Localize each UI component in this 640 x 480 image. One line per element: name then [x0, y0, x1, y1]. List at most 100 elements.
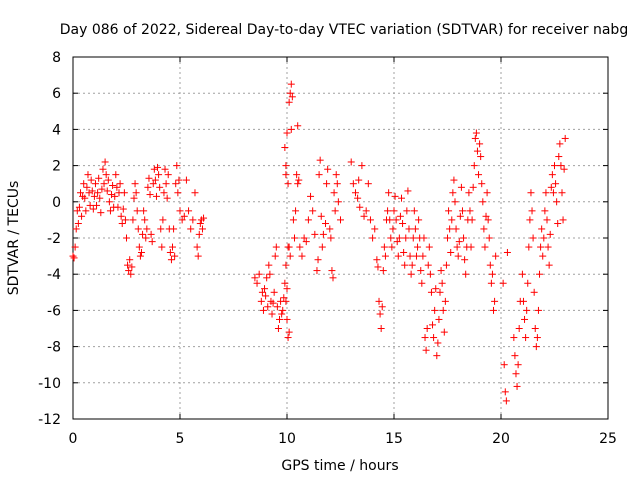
data-point [334, 198, 342, 206]
data-point [283, 129, 291, 137]
data-point [454, 252, 462, 260]
data-point [288, 93, 296, 101]
data-point [271, 252, 279, 260]
data-point [274, 325, 282, 332]
data-point [126, 256, 134, 264]
data-point [160, 189, 168, 197]
data-point [120, 189, 128, 197]
data-point [287, 80, 295, 88]
data-point [390, 207, 398, 215]
data-point [329, 274, 337, 282]
data-point [268, 310, 276, 318]
data-point [542, 189, 550, 197]
data-point [193, 243, 201, 251]
data-point [101, 158, 109, 166]
data-point [477, 153, 485, 161]
data-point [436, 288, 444, 296]
data-point [151, 176, 159, 184]
data-point [541, 207, 549, 215]
data-point [457, 183, 465, 191]
data-point [354, 194, 362, 202]
data-point [106, 207, 114, 215]
data-point [176, 207, 184, 215]
data-point [73, 207, 81, 215]
grid-lines [73, 57, 608, 419]
data-point [480, 225, 488, 233]
data-point [547, 183, 555, 191]
data-point [152, 192, 160, 200]
data-point [269, 299, 277, 307]
data-point [72, 225, 80, 233]
data-point [85, 189, 93, 197]
data-point [307, 192, 315, 200]
data-point [99, 165, 107, 173]
data-point [139, 230, 147, 238]
data-point [89, 205, 97, 213]
data-point [322, 220, 330, 228]
data-point [198, 225, 206, 233]
data-point [86, 201, 94, 209]
data-point [330, 189, 338, 197]
data-point [481, 243, 489, 251]
data-point [316, 156, 324, 164]
data-point [486, 261, 494, 269]
data-point [513, 382, 521, 390]
data-point [182, 176, 190, 184]
data-point [326, 225, 334, 233]
data-point [532, 343, 540, 351]
data-point [406, 252, 414, 260]
data-point [358, 162, 366, 170]
data-point [501, 388, 509, 396]
data-point [492, 252, 500, 260]
data-point [425, 243, 433, 251]
data-point [442, 261, 450, 269]
data-point [259, 306, 267, 314]
data-point [551, 162, 558, 170]
data-point [472, 129, 480, 137]
data-point [123, 234, 130, 242]
data-point [318, 243, 326, 251]
data-point [69, 252, 77, 260]
data-point [469, 183, 477, 191]
data-point [114, 203, 122, 211]
data-point [82, 207, 90, 215]
data-point [304, 216, 312, 224]
data-point [117, 212, 125, 220]
data-point [555, 153, 563, 161]
data-point [136, 252, 144, 260]
data-point [514, 361, 522, 369]
data-point [478, 180, 486, 188]
data-point [157, 225, 165, 233]
data-point [462, 270, 470, 278]
data-point [265, 261, 273, 269]
data-point [171, 252, 179, 260]
data-point [109, 182, 117, 190]
data-point [121, 216, 129, 224]
data-point [263, 274, 271, 282]
y-tick-label: -8 [47, 340, 61, 356]
data-point [163, 194, 171, 202]
data-point [172, 180, 180, 188]
data-point [159, 216, 167, 224]
data-point [396, 212, 404, 220]
data-point [144, 183, 152, 191]
data-point [452, 225, 460, 233]
data-point [87, 176, 95, 184]
data-point [393, 238, 401, 246]
data-point [279, 306, 287, 314]
data-point [356, 203, 364, 211]
data-point [392, 216, 400, 224]
data-point [419, 252, 427, 260]
data-point [548, 171, 556, 179]
data-point [150, 165, 158, 173]
data-point [116, 180, 124, 188]
data-point [266, 270, 274, 278]
data-point [282, 261, 290, 269]
data-point [145, 174, 153, 182]
data-point [83, 183, 91, 191]
data-point [366, 216, 374, 224]
data-point [281, 279, 289, 287]
data-point [404, 187, 412, 195]
data-point [158, 243, 166, 251]
data-point [331, 207, 339, 215]
